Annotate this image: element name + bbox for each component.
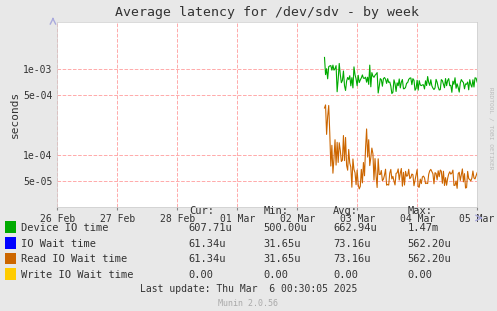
Text: Min:: Min: (263, 206, 288, 216)
Text: 0.00: 0.00 (408, 270, 432, 280)
Text: 500.00u: 500.00u (263, 223, 307, 233)
Text: 0.00: 0.00 (263, 270, 288, 280)
Text: Device IO time: Device IO time (21, 223, 108, 233)
Text: 31.65u: 31.65u (263, 254, 301, 264)
Text: 0.00: 0.00 (189, 270, 214, 280)
Text: Write IO Wait time: Write IO Wait time (21, 270, 133, 280)
Text: 73.16u: 73.16u (333, 254, 370, 264)
Text: RRDTOOL / TOBI OETIKER: RRDTOOL / TOBI OETIKER (488, 87, 493, 169)
Y-axis label: seconds: seconds (10, 91, 20, 138)
Text: Cur:: Cur: (189, 206, 214, 216)
Text: Max:: Max: (408, 206, 432, 216)
Text: 662.94u: 662.94u (333, 223, 377, 233)
Text: 607.71u: 607.71u (189, 223, 233, 233)
Text: Read IO Wait time: Read IO Wait time (21, 254, 127, 264)
Text: 61.34u: 61.34u (189, 254, 226, 264)
Text: 0.00: 0.00 (333, 270, 358, 280)
Title: Average latency for /dev/sdv - by week: Average latency for /dev/sdv - by week (115, 6, 419, 19)
Text: Munin 2.0.56: Munin 2.0.56 (219, 299, 278, 308)
Text: Avg:: Avg: (333, 206, 358, 216)
Text: IO Wait time: IO Wait time (21, 239, 96, 248)
Text: 562.20u: 562.20u (408, 239, 451, 248)
Text: 1.47m: 1.47m (408, 223, 439, 233)
Text: 562.20u: 562.20u (408, 254, 451, 264)
Text: 31.65u: 31.65u (263, 239, 301, 248)
Text: Last update: Thu Mar  6 00:30:05 2025: Last update: Thu Mar 6 00:30:05 2025 (140, 284, 357, 294)
Text: 61.34u: 61.34u (189, 239, 226, 248)
Text: 73.16u: 73.16u (333, 239, 370, 248)
